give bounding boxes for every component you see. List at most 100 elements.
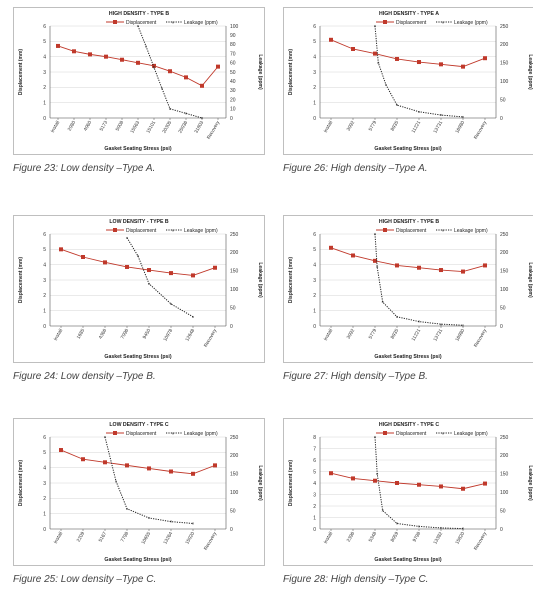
legend-leakage-label: Leakage (ppm) xyxy=(454,20,488,26)
leakage-point: × xyxy=(374,24,377,29)
displacement-point xyxy=(103,260,107,265)
displacement-point xyxy=(213,265,217,270)
leakage-point: × xyxy=(185,111,188,116)
leakage-point: × xyxy=(201,116,204,121)
x-tick-label: Recovery xyxy=(206,119,222,140)
displacement-point xyxy=(329,245,333,250)
x-tick-label: 15020 xyxy=(184,531,196,546)
y-right-tick-label: 250 xyxy=(230,232,239,238)
displacement-point xyxy=(168,69,172,74)
y-left-tick-label: 0 xyxy=(313,527,316,533)
y-right-tick-label: 30 xyxy=(230,88,236,94)
y-right-tick-label: 0 xyxy=(230,116,233,122)
x-tick-label: 3092 xyxy=(346,328,357,341)
y-right-axis-label: Leakage (ppm) xyxy=(527,54,533,90)
y-right-tick-label: 150 xyxy=(500,269,509,275)
x-tick-label: 12648 xyxy=(184,328,196,343)
figure-caption: Figure 26: High density –Type A. xyxy=(283,163,428,174)
y-right-tick-label: 150 xyxy=(230,269,239,275)
y-left-tick-label: 0 xyxy=(43,324,46,330)
y-left-axis-label: Displacement (mm) xyxy=(288,257,294,303)
legend-displacement-label: Displacement xyxy=(396,431,427,437)
displacement-point xyxy=(395,481,399,485)
figure-caption: Figure 25: Low density –Type C. xyxy=(13,574,157,585)
y-right-tick-label: 10 xyxy=(230,107,236,113)
x-tick-label: 5779 xyxy=(368,328,379,341)
x-tick-label: Install xyxy=(323,531,334,545)
y-right-tick-label: 0 xyxy=(230,527,233,533)
chart-panel: HIGH DENSITY - TYPE B 0 1 2 3 4 5 6 0 50 100 150 200… xyxy=(283,215,533,382)
y-left-tick-label: 5 xyxy=(313,469,316,475)
leakage-point: × xyxy=(192,314,195,319)
y-left-tick-label: 6 xyxy=(313,232,316,238)
x-tick-label: 2396 xyxy=(346,531,357,544)
y-right-tick-label: 100 xyxy=(230,287,239,293)
leakage-point: × xyxy=(381,300,384,305)
x-tick-label: 10978 xyxy=(162,328,174,343)
displacement-point xyxy=(81,457,85,462)
leakage-point: × xyxy=(462,114,465,119)
x-tick-label: 20305 xyxy=(161,120,173,135)
x-tick-label: Install xyxy=(323,328,334,342)
legend-leakage-label: Leakage (ppm) xyxy=(184,431,218,437)
x-tick-label: Install xyxy=(53,328,64,342)
x-tick-label: Recovery xyxy=(203,327,219,348)
x-tick-label: Install xyxy=(53,531,64,545)
x-tick-label: 8059 xyxy=(390,531,401,544)
x-tick-label: 13264 xyxy=(162,531,174,546)
chart-title: HIGH DENSITY - TYPE B xyxy=(109,11,169,17)
legend-leakage-label: Leakage (ppm) xyxy=(184,20,218,26)
y-right-tick-label: 0 xyxy=(230,324,233,330)
y-left-tick-label: 0 xyxy=(313,116,316,122)
x-tick-label: 5348 xyxy=(368,531,379,544)
x-tick-label: 5008 xyxy=(115,120,126,133)
leakage-point: × xyxy=(170,519,173,524)
displacement-point xyxy=(483,481,487,486)
x-tick-label: 2209 xyxy=(76,531,87,544)
x-tick-label: 9450 xyxy=(142,328,153,341)
displacement-point xyxy=(120,57,124,62)
displacement-point xyxy=(461,486,465,491)
displacement-point xyxy=(59,448,63,453)
y-right-tick-label: 200 xyxy=(500,453,509,459)
x-tick-label: Install xyxy=(50,120,61,134)
y-left-tick-label: 1 xyxy=(313,308,316,314)
legend-displacement-label: Displacement xyxy=(126,20,157,26)
x-axis-label: Gasket Seating Stress (psi) xyxy=(104,146,171,152)
x-tick-label: 7096 xyxy=(120,328,131,341)
leakage-point: × xyxy=(418,319,421,324)
leakage-point: × xyxy=(192,521,195,526)
chart-title: LOW DENSITY - TYPE B xyxy=(109,219,169,225)
leakage-point: × xyxy=(376,265,379,270)
x-tick-label: 11221 xyxy=(411,328,423,343)
displacement-point xyxy=(439,62,443,67)
displacement-point xyxy=(417,60,421,65)
legend-displacement-marker xyxy=(113,431,117,435)
x-tick-label: 13382 xyxy=(432,531,444,546)
displacement-point xyxy=(395,56,399,61)
displacement-point xyxy=(373,478,377,483)
displacement-point xyxy=(351,47,355,51)
y-right-tick-label: 70 xyxy=(230,51,236,57)
legend-leakage-marker: × xyxy=(442,228,445,233)
displacement-point xyxy=(147,268,151,273)
chart-panel: HIGH DENSITY - TYPE C 0 1 2 3 4 5 6 7 8 0 50 100 150 2… xyxy=(283,418,533,585)
figure-caption: Figure 23: Low density –Type A. xyxy=(13,163,156,174)
displacement-point xyxy=(136,60,140,65)
displacement-line xyxy=(330,247,486,273)
displacement-point xyxy=(483,56,487,61)
legend-leakage-label: Leakage (ppm) xyxy=(184,228,218,234)
y-left-tick-label: 8 xyxy=(313,435,316,441)
x-tick-label: 8935 xyxy=(390,328,401,341)
displacement-point xyxy=(88,52,92,57)
displacement-point xyxy=(103,460,107,465)
y-left-axis-label: Displacement (mm) xyxy=(18,460,24,506)
y-right-tick-label: 200 xyxy=(230,453,239,459)
displacement-point xyxy=(104,54,108,59)
y-right-tick-label: 60 xyxy=(230,61,236,67)
displacement-point xyxy=(191,471,195,476)
y-right-tick-label: 200 xyxy=(500,250,509,256)
leakage-point: × xyxy=(396,103,399,108)
y-left-tick-label: 0 xyxy=(43,116,46,122)
line-chart: HIGH DENSITY - TYPE B 0 1 2 3 4 5 6 0 50 100 150 200… xyxy=(288,219,533,360)
